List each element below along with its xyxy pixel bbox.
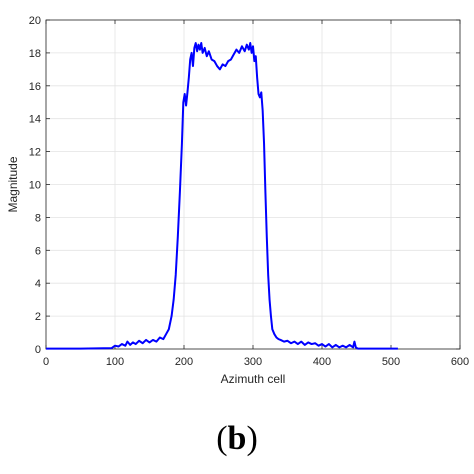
y-tick-label: 20 [29,15,41,27]
x-tick-label: 400 [313,356,331,368]
x-tick-label: 0 [43,356,49,368]
y-tick-label: 16 [29,81,41,93]
y-tick-label: 0 [35,344,41,356]
y-tick-label: 6 [35,245,41,257]
x-tick-labels: 0 100 200 300 400 500 600 [43,356,469,368]
x-tick-label: 500 [382,356,400,368]
y-tick-labels: 0 2 4 6 8 10 12 14 16 18 20 [29,15,41,356]
y-tick-label: 8 [35,212,41,224]
x-tick-label: 600 [451,356,469,368]
y-tick-label: 4 [35,278,41,290]
x-axis-label: Azimuth cell [221,372,286,386]
y-tick-label: 2 [35,311,41,323]
x-tick-label: 100 [106,356,124,368]
panel-label-letter: b [227,420,247,457]
y-tick-label: 14 [29,114,41,126]
panel-label-open: ( [216,420,228,457]
y-tick-label: 10 [29,180,41,192]
grid-lines [45,19,461,350]
y-axis-label: Magnitude [6,156,20,212]
axis-ticks [45,19,461,350]
y-tick-label: 12 [29,147,41,159]
x-tick-label: 200 [175,356,193,368]
panel-label-close: ) [246,420,258,457]
y-tick-label: 18 [29,48,41,60]
x-tick-label: 300 [244,356,262,368]
chart: 0 100 200 300 400 500 600 0 2 4 6 8 10 12 14 16 18 20 Az… [6,15,469,386]
series-line [46,42,398,350]
panel-label: (b) [0,420,474,458]
